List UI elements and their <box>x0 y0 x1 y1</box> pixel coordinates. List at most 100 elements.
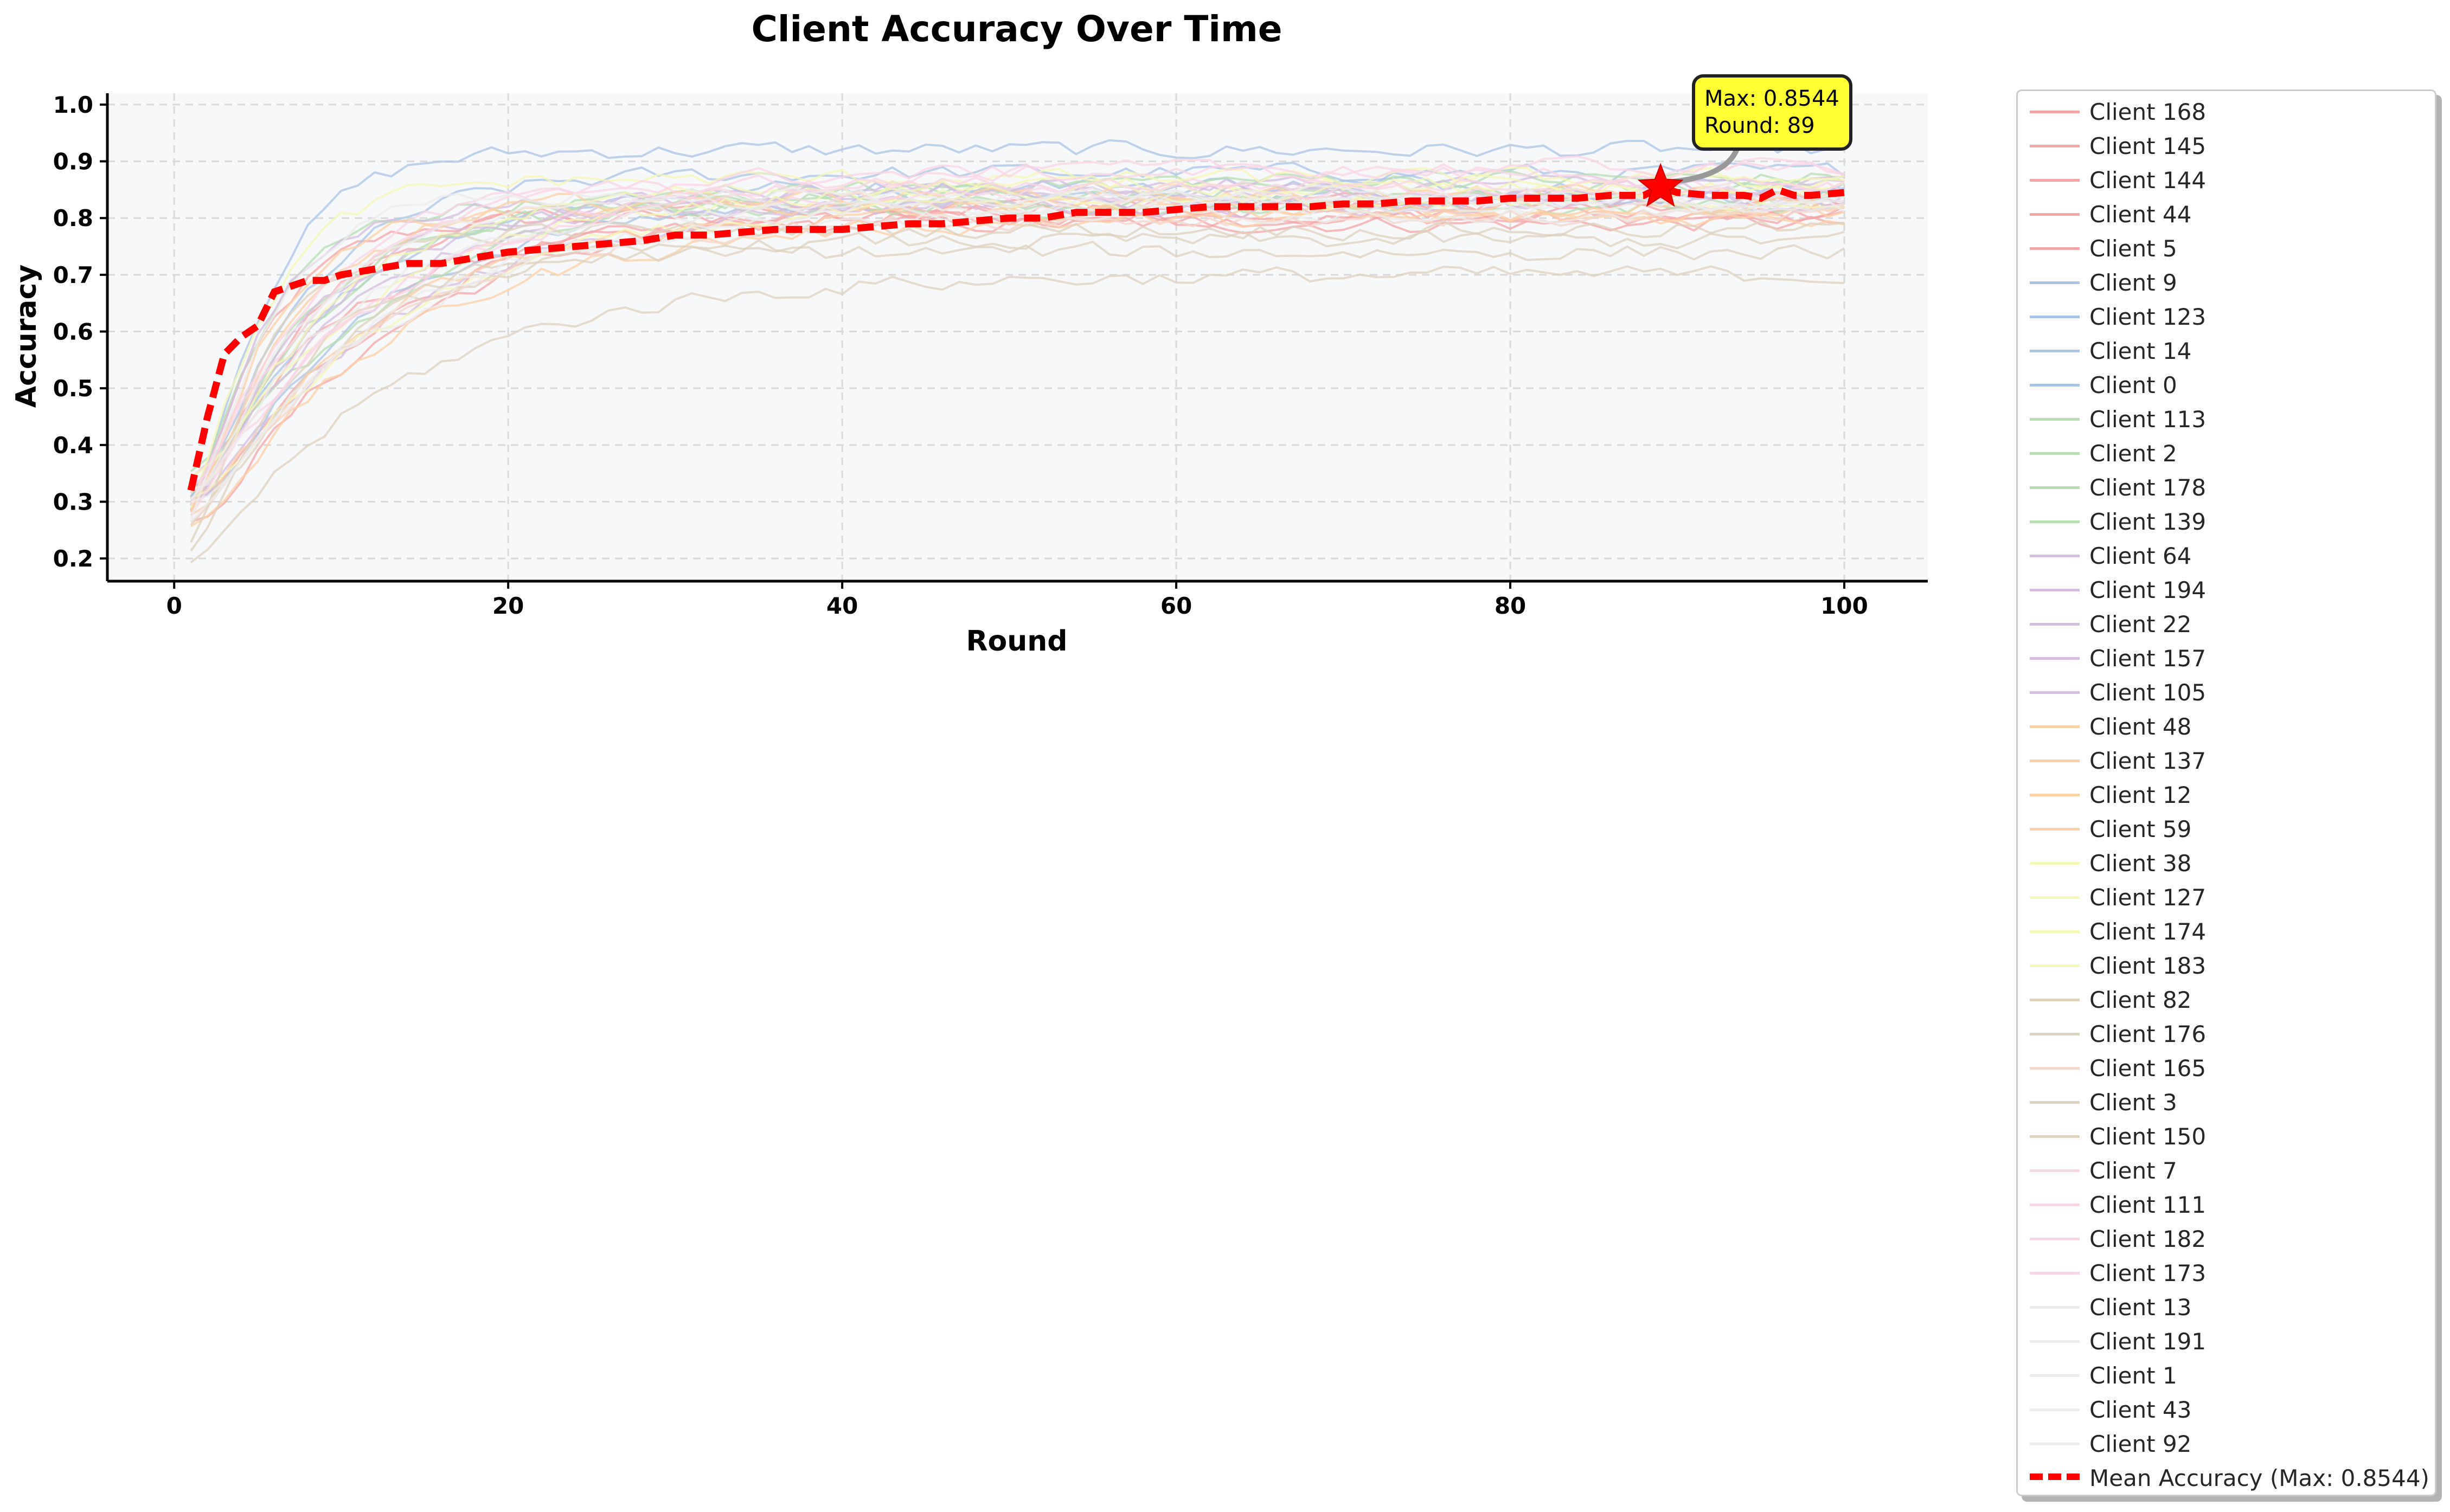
legend-label: Client 22 <box>2089 611 2192 638</box>
legend-swatch <box>2030 862 2080 865</box>
legend-swatch <box>2030 145 2080 147</box>
legend-label: Client 43 <box>2089 1397 2192 1423</box>
legend-item: Client 111 <box>2018 1187 2435 1221</box>
legend-label: Client 183 <box>2089 953 2207 979</box>
legend-item: Client 14 <box>2018 333 2435 368</box>
legend-item: Client 2 <box>2018 436 2435 470</box>
legend-label: Client 9 <box>2089 269 2177 296</box>
legend-swatch <box>2030 1238 2080 1240</box>
legend-item: Client 5 <box>2018 231 2435 265</box>
legend-swatch <box>2030 1474 2080 1480</box>
y-tick-label: 0.3 <box>53 488 93 515</box>
y-tick-label: 0.2 <box>53 545 93 572</box>
legend-label: Client 127 <box>2089 884 2207 911</box>
legend-swatch <box>2030 1340 2080 1343</box>
legend-swatch <box>2030 589 2080 591</box>
legend-swatch <box>2030 657 2080 660</box>
legend-label: Client 5 <box>2089 235 2177 262</box>
legend-swatch <box>2030 725 2080 728</box>
x-axis-label: Round <box>966 625 1067 658</box>
legend-item: Client 145 <box>2018 128 2435 163</box>
legend-label: Client 194 <box>2089 577 2207 603</box>
legend-label: Client 174 <box>2089 918 2207 945</box>
y-tick-label: 0.6 <box>53 319 93 345</box>
legend-label: Client 2 <box>2089 440 2177 467</box>
legend-label: Client 111 <box>2089 1192 2207 1218</box>
client-line <box>190 189 1845 503</box>
legend-label: Client 38 <box>2089 850 2192 877</box>
legend-item: Client 157 <box>2018 641 2435 675</box>
legend-label: Client 182 <box>2089 1226 2207 1252</box>
x-tick-label: 40 <box>826 593 858 619</box>
plot-background <box>107 93 1928 581</box>
legend-label: Client 105 <box>2089 679 2207 706</box>
legend-swatch <box>2030 1374 2080 1377</box>
client-line <box>190 207 1845 523</box>
legend-label: Client 3 <box>2089 1089 2177 1116</box>
legend-label: Client 64 <box>2089 543 2192 569</box>
legend-swatch <box>2030 111 2080 113</box>
y-tick-label: 0.9 <box>53 149 93 175</box>
legend-swatch <box>2030 418 2080 421</box>
legend-swatch <box>2030 828 2080 831</box>
legend-item: Client 92 <box>2018 1426 2435 1460</box>
legend-swatch <box>2030 999 2080 1001</box>
legend-label: Client 44 <box>2089 201 2192 228</box>
legend-swatch <box>2030 452 2080 455</box>
legend-item: Client 13 <box>2018 1290 2435 1324</box>
y-tick-label: 0.4 <box>53 432 93 459</box>
mean-accuracy-line <box>187 183 1845 492</box>
legend-item: Client 150 <box>2018 1119 2435 1153</box>
chart-legend: Client 168 Client 145 Client 144 Client 44 C… <box>2016 89 2436 1496</box>
client-line <box>190 162 1845 489</box>
legend-item: Client 127 <box>2018 880 2435 914</box>
legend-label: Client 144 <box>2089 167 2207 194</box>
legend-label: Client 137 <box>2089 748 2207 774</box>
client-line <box>190 265 1845 563</box>
legend-swatch <box>2030 213 2080 216</box>
legend-item: Client 183 <box>2018 948 2435 982</box>
client-line <box>190 174 1845 506</box>
client-line <box>190 162 1845 498</box>
legend-item: Client 194 <box>2018 572 2435 607</box>
legend-swatch <box>2030 384 2080 387</box>
client-line <box>190 183 1845 520</box>
legend-item: Client 139 <box>2018 504 2435 538</box>
legend-item: Client 178 <box>2018 470 2435 504</box>
legend-item: Client 144 <box>2018 163 2435 197</box>
legend-label: Client 92 <box>2089 1431 2192 1457</box>
legend-swatch <box>2030 1169 2080 1172</box>
annotation-max-text: Max: 0.8544 <box>1704 86 1839 111</box>
y-tick-label: 0.5 <box>53 375 93 402</box>
legend-item: Client 176 <box>2018 1016 2435 1051</box>
client-line <box>190 137 1845 500</box>
client-line <box>190 155 1845 493</box>
legend-swatch <box>2030 1135 2080 1138</box>
legend-label: Client 173 <box>2089 1260 2207 1286</box>
legend-swatch <box>2030 179 2080 182</box>
legend-swatch <box>2030 281 2080 284</box>
legend-label: Client 13 <box>2089 1294 2192 1321</box>
legend-label: Client 7 <box>2089 1157 2177 1184</box>
y-tick-label: 0.7 <box>53 262 93 288</box>
y-tick-label: 0.8 <box>53 205 93 231</box>
legend-label: Client 157 <box>2089 645 2207 672</box>
x-tick-label: 60 <box>1160 593 1192 619</box>
y-axis-label: Accuracy <box>10 265 43 408</box>
legend-label: Client 1 <box>2089 1362 2177 1389</box>
x-tick-label: 0 <box>166 593 182 619</box>
legend-swatch <box>2030 520 2080 523</box>
legend-label: Client 113 <box>2089 406 2207 433</box>
legend-swatch <box>2030 964 2080 967</box>
legend-swatch <box>2030 760 2080 762</box>
legend-label: Client 48 <box>2089 713 2192 740</box>
legend-item: Client 137 <box>2018 743 2435 777</box>
annotation-box <box>1692 74 1852 151</box>
legend-item: Client 165 <box>2018 1051 2435 1085</box>
client-line <box>190 183 1845 511</box>
legend-swatch <box>2030 1067 2080 1070</box>
legend-item: Client 0 <box>2018 368 2435 402</box>
legend-swatch <box>2030 1408 2080 1411</box>
